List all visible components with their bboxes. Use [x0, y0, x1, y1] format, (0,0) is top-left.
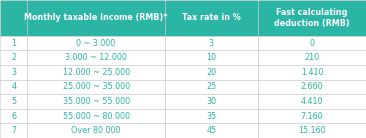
Text: 25.000 ~ 35.000: 25.000 ~ 35.000	[63, 82, 130, 91]
Text: 0 ~ 3.000: 0 ~ 3.000	[76, 39, 116, 48]
Text: 7: 7	[11, 126, 16, 135]
Bar	[0, 65, 27, 80]
Text: Tax rate in %: Tax rate in %	[182, 13, 241, 22]
Text: 3: 3	[209, 39, 214, 48]
Text: 1.410: 1.410	[301, 68, 323, 77]
Bar	[258, 36, 366, 51]
Bar	[258, 51, 366, 65]
Bar	[27, 0, 165, 36]
Bar	[0, 51, 27, 65]
Text: 12.000 ~ 25.000: 12.000 ~ 25.000	[63, 68, 130, 77]
Text: 4.410: 4.410	[301, 97, 323, 106]
Bar	[165, 51, 258, 65]
Text: 2: 2	[11, 53, 16, 62]
Bar	[27, 123, 165, 138]
Text: 45: 45	[206, 126, 216, 135]
Text: 210: 210	[305, 53, 320, 62]
Text: Fast calculating
deduction (RMB): Fast calculating deduction (RMB)	[274, 8, 350, 28]
Bar	[165, 36, 258, 51]
Text: 35: 35	[206, 112, 216, 121]
Bar	[258, 0, 366, 36]
Bar	[0, 36, 27, 51]
Text: 6: 6	[11, 112, 16, 121]
Text: 7.160: 7.160	[301, 112, 323, 121]
Text: 0: 0	[310, 39, 314, 48]
Bar	[27, 94, 165, 109]
Text: Over 80.000: Over 80.000	[71, 126, 121, 135]
Bar	[258, 123, 366, 138]
Bar	[258, 109, 366, 123]
Text: 4: 4	[11, 82, 16, 91]
Text: 25: 25	[206, 82, 217, 91]
Bar	[258, 80, 366, 94]
Bar	[0, 109, 27, 123]
Bar	[27, 36, 165, 51]
Text: 3.000 ~ 12.000: 3.000 ~ 12.000	[65, 53, 127, 62]
Text: 3: 3	[11, 68, 16, 77]
Bar	[165, 65, 258, 80]
Bar	[0, 123, 27, 138]
Text: 15.160: 15.160	[298, 126, 326, 135]
Text: 55.000 ~ 80.000: 55.000 ~ 80.000	[63, 112, 130, 121]
Bar	[27, 51, 165, 65]
Text: 5: 5	[11, 97, 16, 106]
Bar	[27, 65, 165, 80]
Bar	[165, 0, 258, 36]
Text: 35.000 ~ 55.000: 35.000 ~ 55.000	[63, 97, 130, 106]
Bar	[258, 65, 366, 80]
Bar	[27, 80, 165, 94]
Bar	[258, 94, 366, 109]
Bar	[165, 94, 258, 109]
Text: 20: 20	[206, 68, 216, 77]
Bar	[0, 94, 27, 109]
Bar	[27, 109, 165, 123]
Bar	[165, 109, 258, 123]
Text: 2.660: 2.660	[301, 82, 323, 91]
Bar	[165, 123, 258, 138]
Bar	[0, 80, 27, 94]
Text: Monthly taxable Income (RMB)*: Monthly taxable Income (RMB)*	[25, 13, 168, 22]
Bar	[0, 0, 27, 36]
Bar	[165, 80, 258, 94]
Text: 1: 1	[11, 39, 16, 48]
Text: 10: 10	[206, 53, 216, 62]
Text: 30: 30	[206, 97, 216, 106]
